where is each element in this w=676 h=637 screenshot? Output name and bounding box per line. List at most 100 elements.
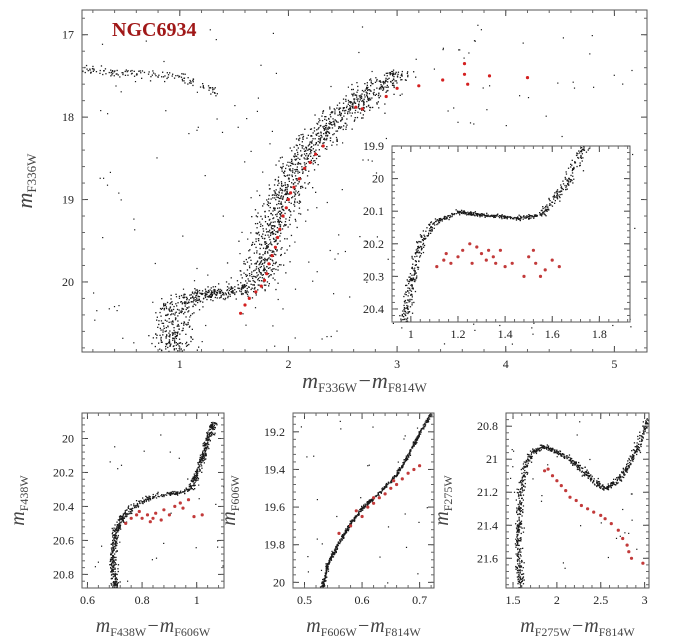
star-point	[266, 245, 268, 247]
star-point	[110, 584, 113, 586]
star-point	[387, 81, 389, 83]
star-point	[416, 255, 418, 257]
star-point	[357, 107, 359, 109]
hb-star-point	[136, 73, 138, 75]
star-point	[202, 460, 204, 462]
star-point	[327, 566, 329, 568]
star-point	[253, 291, 255, 293]
star-point	[520, 537, 522, 539]
star-point	[220, 292, 222, 294]
star-point	[250, 283, 252, 285]
star-point	[360, 510, 362, 513]
star-point	[350, 522, 353, 524]
star-point	[290, 162, 292, 165]
field-star-point	[468, 52, 470, 54]
star-point	[358, 513, 360, 516]
star-point	[473, 212, 475, 214]
star-point	[248, 273, 251, 275]
star-point	[215, 422, 218, 425]
star-point	[247, 286, 250, 288]
star-point	[546, 204, 548, 206]
star-point	[573, 167, 575, 169]
star-point	[195, 289, 197, 291]
star-point	[314, 161, 316, 164]
star-point	[214, 286, 217, 288]
star-point	[545, 215, 547, 217]
star-point	[379, 95, 382, 97]
star-point	[346, 529, 348, 531]
star-point	[275, 262, 277, 264]
star-point	[567, 167, 570, 169]
star-point	[354, 102, 357, 104]
star-point	[245, 280, 247, 282]
star-point	[116, 527, 118, 529]
star-point	[351, 103, 353, 105]
star-point	[228, 283, 230, 285]
star-point	[323, 142, 325, 144]
star-point	[279, 203, 281, 205]
star-point	[286, 238, 288, 240]
star-point	[216, 291, 219, 294]
field-star-point	[134, 81, 137, 83]
star-point	[294, 218, 296, 221]
star-point	[224, 292, 226, 294]
star-point	[332, 121, 334, 123]
star-point	[118, 527, 121, 529]
star-point	[258, 284, 260, 286]
field-star-point	[334, 258, 336, 260]
star-point	[266, 251, 269, 253]
star-point	[163, 495, 165, 498]
star-point	[113, 537, 115, 539]
star-point	[388, 77, 390, 79]
highlighted-star	[557, 265, 561, 269]
star-point	[519, 219, 521, 221]
field-star-point	[245, 324, 247, 326]
star-point	[370, 82, 372, 84]
star-point	[194, 479, 196, 482]
star-point	[202, 455, 204, 457]
star-point	[515, 527, 518, 529]
star-point	[323, 584, 325, 586]
star-point	[114, 583, 116, 585]
star-point	[270, 221, 272, 223]
field-star-point	[463, 57, 465, 59]
star-point	[336, 140, 338, 142]
star-point	[559, 200, 561, 202]
hb-star-point	[177, 74, 179, 77]
star-point	[179, 492, 181, 494]
star-point	[268, 198, 270, 200]
star-point	[169, 303, 171, 305]
star-point	[274, 279, 276, 281]
star-point	[110, 571, 113, 573]
star-point	[113, 560, 115, 562]
field-star-point	[106, 184, 109, 186]
star-point	[318, 127, 320, 129]
highlighted-star	[270, 254, 274, 258]
star-point	[415, 249, 417, 251]
star-point	[110, 557, 112, 559]
panel-bottom-middle: 0.5 0.6 0.719.219.419.619.820mF606W−mF814W…	[218, 412, 435, 637]
hb-star-point	[90, 72, 92, 74]
star-point	[425, 419, 427, 422]
star-point	[264, 261, 266, 263]
star-point	[263, 281, 265, 283]
star-point	[268, 194, 270, 197]
star-point	[212, 293, 214, 295]
star-point	[155, 497, 158, 499]
hb-star-point	[112, 72, 114, 74]
star-point	[135, 500, 138, 502]
star-point	[328, 132, 331, 134]
star-point	[173, 493, 175, 495]
star-point	[370, 78, 372, 80]
star-point	[519, 215, 522, 217]
star-point	[270, 231, 272, 234]
star-point	[517, 534, 519, 536]
star-point	[170, 294, 172, 296]
star-point	[451, 213, 453, 215]
star-point	[135, 505, 137, 507]
star-point	[308, 182, 311, 184]
field-star-point	[271, 194, 273, 196]
star-point	[256, 227, 258, 229]
star-point	[520, 218, 522, 220]
star-point	[213, 423, 215, 425]
